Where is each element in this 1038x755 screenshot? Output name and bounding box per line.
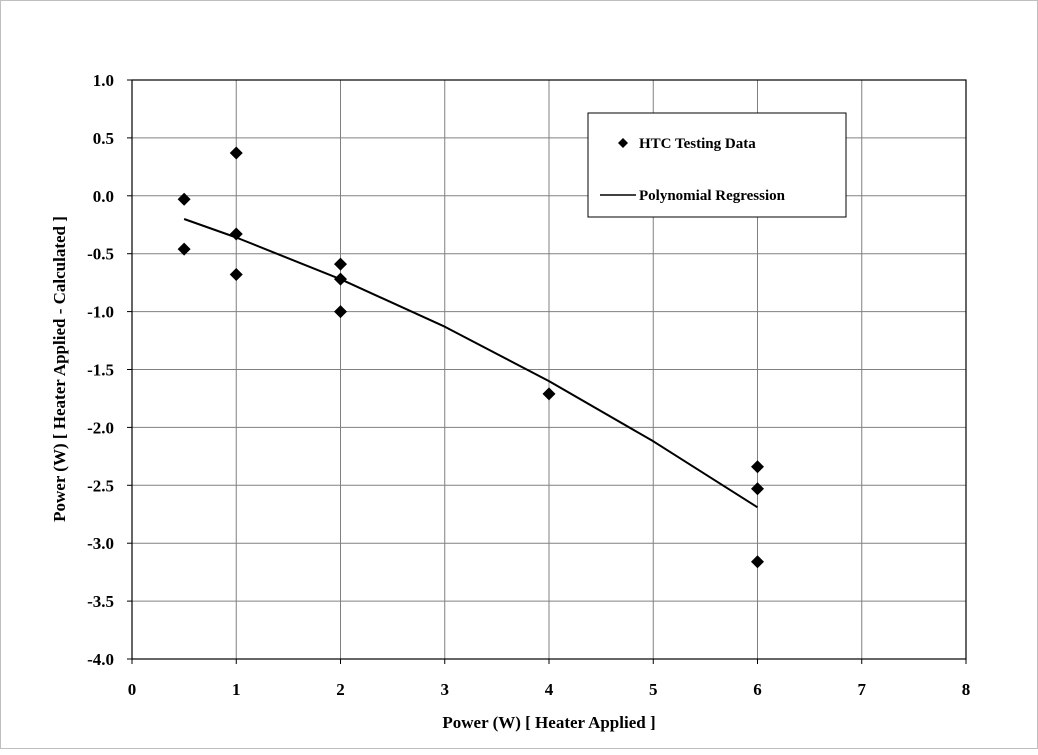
data-point-diamond (751, 460, 764, 474)
y-tick-label: -3.5 (87, 592, 114, 611)
x-tick-label: 6 (753, 680, 762, 699)
legend: HTC Testing Data Polynomial Regression (587, 112, 847, 218)
y-tick-label: -1.0 (87, 303, 114, 322)
data-point-diamond (334, 272, 347, 286)
tick-labels: 0 1 2 3 4 5 6 7 8 1.0 0.5 0.0 -0.5 -1.0 -1.5 -2.0 -2.5 -3… (87, 71, 970, 699)
x-tick-label: 3 (441, 680, 450, 699)
data-point-diamond (177, 192, 191, 206)
x-tick-label: 5 (649, 680, 658, 699)
data-point-diamond (542, 387, 556, 401)
data-point-diamond (334, 257, 347, 271)
y-tick-label: -1.5 (87, 361, 114, 380)
data-point-diamond (177, 242, 191, 256)
x-tick-label: 7 (858, 680, 867, 699)
data-point-diamond (229, 146, 243, 160)
x-tick-label: 1 (232, 680, 241, 699)
y-tick-label: -3.0 (87, 534, 114, 553)
y-tick-label: -0.5 (87, 245, 114, 264)
data-point-diamond (229, 268, 243, 282)
y-tick-label: -4.0 (87, 650, 114, 669)
y-tick-label: -2.5 (87, 476, 114, 495)
y-tick-label: 0.5 (93, 129, 114, 148)
data-point-diamond (229, 227, 243, 241)
y-axis-title: Power (W) [ Heater Applied - Calculated … (50, 216, 69, 522)
grid-lines (132, 80, 966, 659)
legend-box (587, 112, 847, 218)
data-series (177, 146, 764, 569)
legend-diamond-marker (618, 138, 628, 148)
x-tick-label: 2 (336, 680, 345, 699)
data-point-diamond (334, 305, 347, 319)
y-tick-label: 0.0 (93, 187, 114, 206)
x-tick-label: 8 (962, 680, 971, 699)
legend-label-line: Polynomial Regression (639, 188, 786, 204)
data-point-diamond (751, 555, 764, 569)
y-tick-label: 1.0 (93, 71, 114, 90)
y-tick-label: -2.0 (87, 418, 114, 437)
x-axis-title: Power (W) [ Heater Applied ] (442, 713, 655, 732)
x-tick-label: 4 (545, 680, 554, 699)
legend-label-scatter: HTC Testing Data (639, 136, 756, 152)
data-point-diamond (751, 482, 764, 496)
x-tick-label: 0 (128, 680, 137, 699)
